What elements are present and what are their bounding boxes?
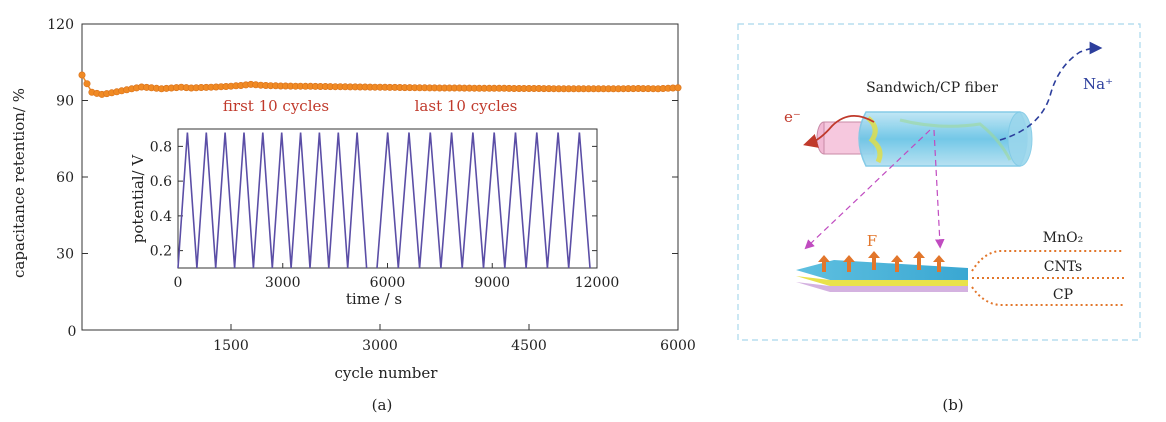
origin-label: 0: [68, 324, 77, 340]
panel-a-label: (a): [372, 396, 393, 414]
panel-b-label: (b): [942, 396, 963, 414]
inset-x-tick-label: 12000: [575, 275, 620, 291]
annotation-first-cycles: first 10 cycles: [223, 97, 329, 115]
retention-point: [83, 80, 91, 88]
fiber-green-texture: [899, 118, 1012, 161]
inset-x-tick-label: 6000: [370, 275, 406, 291]
main-y-ticks: 30 60 90 120 0: [47, 17, 678, 340]
ion-path: [999, 41, 1103, 141]
layered-sheet: F: [796, 232, 968, 292]
inset-x-axis-label: time / s: [346, 290, 402, 308]
fiber-illustration: Sandwich/CP fiber e⁻ Na⁺: [784, 41, 1113, 167]
inset-y-tick-label: 0.8: [150, 139, 172, 155]
fiber-yellow-texture: [866, 116, 883, 164]
inset-x-ticks: 0 3000 6000 9000 12000: [174, 263, 620, 291]
x-tick-label: 6000: [660, 338, 696, 354]
inset-plot-frame: [177, 128, 598, 269]
force-arrow: [843, 255, 855, 272]
electron-label: e⁻: [784, 108, 801, 126]
inset-y-tick-label: 0.2: [150, 244, 172, 260]
x-tick-label: 1500: [213, 338, 249, 354]
retention-point: [674, 84, 682, 92]
inset-y-tick-label: 0.4: [150, 209, 172, 225]
zoom-arrow-right: [933, 129, 945, 249]
callout-mno2: [971, 250, 1124, 272]
y-tick-label: 60: [56, 170, 74, 186]
inset-y-axis-label: potential/ V: [129, 154, 147, 244]
retention-series: [78, 71, 682, 98]
y-tick-label: 90: [56, 94, 74, 110]
main-x-ticks: 1500 3000 4500 6000: [81, 324, 696, 354]
layer-cp: [796, 282, 968, 292]
retention-point: [78, 71, 86, 79]
electron-path: [803, 115, 875, 148]
y-tick-label: 120: [47, 17, 74, 33]
force-arrow: [933, 255, 945, 272]
diagram-frame: [737, 23, 1141, 341]
force-arrow: [818, 255, 830, 272]
force-arrow: [868, 251, 880, 270]
x-tick-label: 4500: [511, 338, 547, 354]
layer-label-cnts: CNTs: [1044, 259, 1082, 275]
inset-potential-lines: [177, 132, 591, 269]
annotation-last-cycles: last 10 cycles: [415, 97, 518, 115]
callout-cp: [971, 286, 1124, 306]
y-axis-label: capacitance retention/ %: [10, 88, 28, 278]
x-tick-label: 3000: [362, 338, 398, 354]
inset-cycle-line: [177, 132, 368, 269]
layer-label-cp: CP: [1053, 287, 1073, 303]
zoom-arrow-left: [804, 129, 931, 250]
ion-label: Na⁺: [1083, 75, 1113, 93]
inset-chart: 0.2 0.4 0.6 0.8 0 3000 6000 9000 12000 potentia…: [129, 128, 620, 308]
panel-b: Sandwich/CP fiber e⁻ Na⁺ F: [737, 23, 1141, 414]
force-arrows: [818, 251, 945, 272]
force-arrow: [913, 251, 925, 270]
layer-callouts: [971, 250, 1124, 306]
y-tick-label: 30: [56, 247, 74, 263]
fiber-shell-end: [1007, 111, 1033, 167]
inset-x-tick-label: 3000: [265, 275, 301, 291]
layer-cnts: [796, 276, 968, 286]
inset-x-tick-label: 0: [174, 275, 183, 291]
force-arrow: [891, 255, 903, 272]
force-label: F: [867, 232, 877, 250]
panel-a: 30 60 90 120 0 1500 3000 4500 6000 capacitance …: [10, 17, 696, 414]
inset-y-ticks: 0.2 0.4 0.6 0.8: [150, 139, 597, 260]
inset-y-tick-label: 0.6: [150, 174, 172, 190]
x-axis-label: cycle number: [335, 364, 439, 382]
inset-x-tick-label: 9000: [474, 275, 510, 291]
layer-label-mno2: MnO₂: [1043, 230, 1083, 246]
layer-mno2: [796, 260, 968, 280]
inset-cycle-line: [376, 132, 591, 269]
fiber-label: Sandwich/CP fiber: [866, 80, 998, 96]
